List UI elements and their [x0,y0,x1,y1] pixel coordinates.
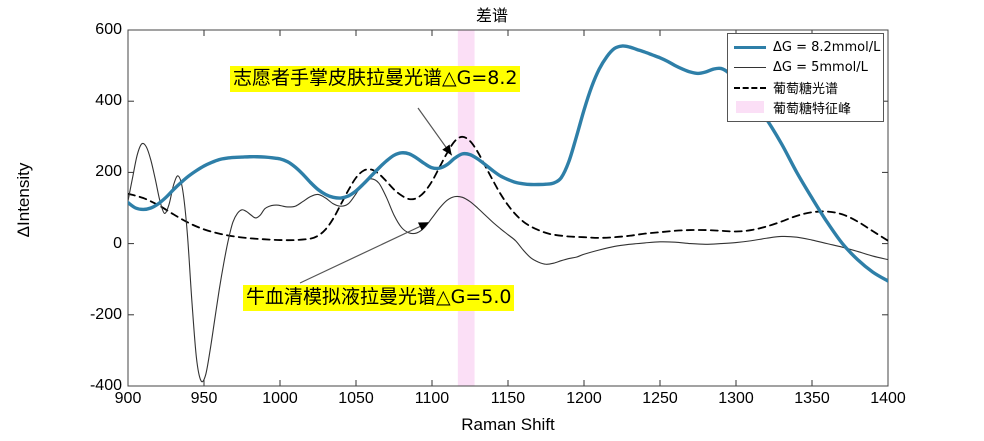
y-tick-label: 400 [95,92,122,110]
chart-title: 差谱 [475,6,508,25]
x-tick-label: 1200 [566,390,602,407]
legend-item[interactable]: ΔG = 8.2mmol/L [732,37,881,57]
legend-item[interactable]: 葡萄糖光谱 [732,77,879,97]
legend-label: ΔG = 5mmol/L [773,59,868,75]
legend-line-thin-icon [732,59,768,75]
x-tick-label: 1150 [490,390,526,407]
annotation-arrowhead-icon [417,222,429,231]
x-tick-label: 1350 [794,390,830,407]
annotation-leader-line [299,221,430,284]
x-tick-label: 1100 [414,390,450,407]
x-axis-label: Raman Shift [461,415,555,434]
legend-line-dashed-icon [732,79,768,95]
x-tick-label: 900 [114,390,142,407]
y-tick-label: 200 [95,163,122,181]
x-tick-label: 1000 [262,390,298,407]
annotation-arrowhead-icon [442,144,452,156]
legend-label: 葡萄糖光谱 [773,81,839,97]
plot-frame [127,29,889,387]
x-tick-label: 950 [190,390,218,407]
x-tick-label: 1300 [718,390,754,407]
chart-legend: ΔG = 8.2mmol/L ΔG = 5mmol/L 葡萄糖光谱 葡萄糖特征峰 [727,33,884,122]
x-tick-label: 1400 [870,390,906,407]
annotation-serum-simulant: 牛血清模拟液拉曼光谱△G=5.0 [243,285,515,311]
y-tick-label: -200 [89,305,122,323]
annotation-volunteer-skin: 志愿者手掌皮肤拉曼光谱△G=8.2 [230,66,521,92]
legend-swatch-icon [732,99,768,115]
series-line [128,142,888,383]
series-line [128,44,888,283]
y-tick-label: 0 [113,234,122,252]
legend-line-thick-icon [732,39,768,55]
y-tick-label: 600 [95,21,122,38]
legend-label: ΔG = 8.2mmol/L [773,39,881,55]
legend-label: 葡萄糖特征峰 [773,101,852,117]
series-line [128,135,888,242]
legend-item[interactable]: ΔG = 5mmol/L [732,57,879,77]
x-tick-label: 1250 [642,390,678,407]
x-tick-label: 1050 [338,390,374,407]
y-tick-label: -400 [89,377,122,394]
legend-item[interactable]: 葡萄糖特征峰 [732,97,879,117]
